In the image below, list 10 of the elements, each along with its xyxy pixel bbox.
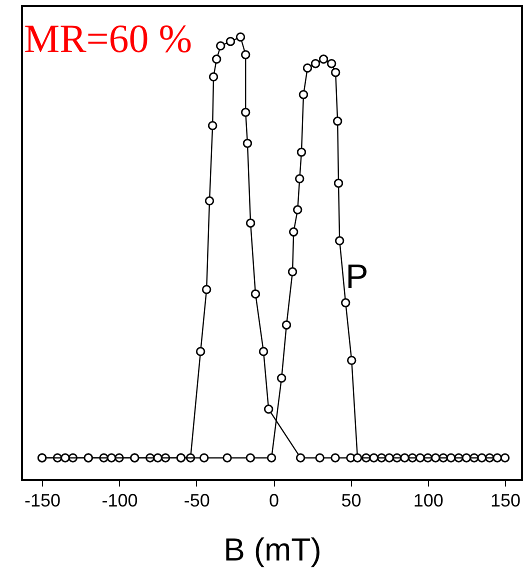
annotation: P [346, 258, 368, 296]
annotation: MR=60 % [24, 16, 192, 61]
x-tick-label: 50 [341, 490, 362, 510]
x-tick-label: 100 [413, 490, 444, 510]
x-tick-label: 150 [490, 490, 521, 510]
x-tick-label: -50 [184, 490, 210, 510]
x-tick-label: -150 [24, 490, 61, 510]
x-tick-label: 0 [269, 490, 280, 510]
x-axis-title: B (mT) [224, 532, 322, 568]
x-tick-label: -100 [102, 490, 138, 510]
